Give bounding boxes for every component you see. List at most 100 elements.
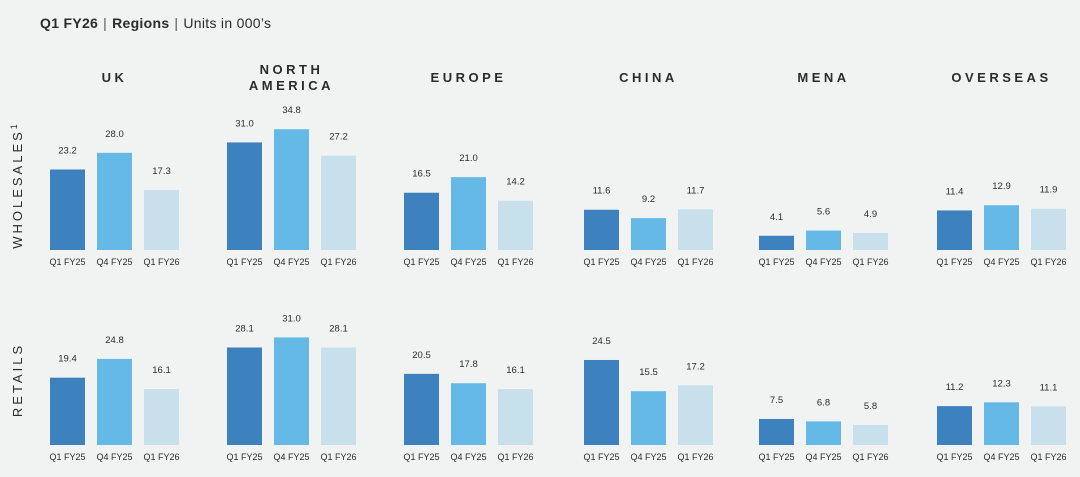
bar-retails-overseas-q4-fy25 (984, 402, 1019, 445)
category-label-retails-north-america-q4-fy25: Q4 FY25 (273, 452, 309, 462)
value-label-retails-china-q1-fy26: 17.2 (686, 361, 705, 372)
category-label-wholesales-north-america-q4-fy25: Q4 FY25 (273, 257, 309, 267)
bar-wholesales-mena-q1-fy26 (853, 232, 888, 250)
category-label-retails-overseas-q4-fy25: Q4 FY25 (983, 452, 1019, 462)
bar-wholesales-north-america-q4-fy25 (274, 129, 309, 250)
bar-wholesales-uk-q1-fy25 (50, 169, 85, 250)
value-label-retails-europe-q1-fy25: 20.5 (412, 350, 431, 361)
bar-wholesales-europe-q1-fy26 (498, 200, 533, 250)
bar-retails-mena-q4-fy25 (806, 421, 841, 445)
bar-retails-mena-q1-fy25 (759, 418, 794, 445)
category-label-wholesales-uk-q1-fy26: Q1 FY26 (143, 257, 179, 267)
category-label-wholesales-mena-q4-fy25: Q4 FY25 (805, 257, 841, 267)
value-label-wholesales-mena-q1-fy26: 4.9 (864, 209, 877, 220)
value-label-wholesales-china-q1-fy25: 11.6 (593, 186, 611, 197)
category-label-retails-europe-q1-fy26: Q1 FY26 (497, 452, 533, 462)
bar-retails-north-america-q1-fy25 (227, 347, 262, 445)
category-label-wholesales-overseas-q1-fy25: Q1 FY25 (936, 257, 972, 267)
value-label-retails-china-q1-fy25: 24.5 (592, 336, 611, 347)
category-label-wholesales-north-america-q1-fy25: Q1 FY25 (226, 257, 262, 267)
bar-wholesales-china-q4-fy25 (631, 218, 666, 250)
value-label-wholesales-mena-q1-fy25: 4.1 (770, 212, 783, 223)
category-label-wholesales-north-america-q1-fy26: Q1 FY26 (320, 257, 356, 267)
value-label-wholesales-north-america-q1-fy25: 31.0 (235, 118, 254, 129)
value-label-wholesales-overseas-q1-fy25: 11.4 (946, 186, 964, 197)
region-header-china: CHINA (619, 70, 678, 85)
bar-retails-china-q1-fy26 (678, 385, 713, 445)
value-label-retails-mena-q4-fy25: 6.8 (817, 397, 830, 408)
bar-retails-mena-q1-fy26 (853, 424, 888, 445)
region-header-overseas: OVERSEAS (951, 70, 1051, 85)
category-label-retails-china-q1-fy26: Q1 FY26 (677, 452, 713, 462)
value-label-wholesales-overseas-q1-fy26: 11.9 (1040, 185, 1058, 196)
row-label-retails: RETAILS (10, 343, 25, 417)
category-label-wholesales-overseas-q4-fy25: Q4 FY25 (983, 257, 1019, 267)
header-separator-2: | (174, 15, 179, 31)
value-label-wholesales-north-america-q1-fy26: 27.2 (329, 132, 348, 143)
value-label-wholesales-europe-q1-fy25: 16.5 (412, 169, 431, 180)
value-label-retails-europe-q1-fy26: 16.1 (506, 365, 525, 376)
category-label-retails-mena-q1-fy25: Q1 FY25 (758, 452, 794, 462)
value-label-wholesales-europe-q4-fy25: 21.0 (459, 153, 478, 164)
bar-retails-north-america-q4-fy25 (274, 337, 309, 445)
category-label-retails-china-q1-fy25: Q1 FY25 (583, 452, 619, 462)
value-label-wholesales-china-q4-fy25: 9.2 (642, 194, 655, 205)
bar-retails-europe-q1-fy26 (498, 389, 533, 445)
category-label-retails-north-america-q1-fy26: Q1 FY26 (320, 452, 356, 462)
value-label-wholesales-mena-q4-fy25: 5.6 (817, 207, 830, 218)
category-label-wholesales-mena-q1-fy25: Q1 FY25 (758, 257, 794, 267)
category-label-retails-uk-q1-fy26: Q1 FY26 (143, 452, 179, 462)
category-label-wholesales-uk-q1-fy25: Q1 FY25 (49, 257, 85, 267)
category-label-retails-uk-q4-fy25: Q4 FY25 (96, 452, 132, 462)
category-label-wholesales-china-q1-fy26: Q1 FY26 (677, 257, 713, 267)
value-label-retails-north-america-q1-fy25: 28.1 (235, 323, 254, 334)
bar-retails-uk-q4-fy25 (97, 358, 132, 445)
value-label-retails-north-america-q1-fy26: 28.1 (329, 323, 348, 334)
region-header-europe: EUROPE (431, 70, 507, 85)
header-units: Units in 000’s (183, 15, 272, 31)
bar-wholesales-north-america-q1-fy25 (227, 142, 262, 250)
category-label-retails-mena-q1-fy26: Q1 FY26 (852, 452, 888, 462)
bar-wholesales-europe-q1-fy25 (404, 192, 439, 250)
bar-wholesales-china-q1-fy26 (678, 209, 713, 250)
category-label-wholesales-china-q4-fy25: Q4 FY25 (630, 257, 666, 267)
bar-retails-overseas-q1-fy26 (1031, 406, 1066, 445)
category-label-wholesales-china-q1-fy25: Q1 FY25 (583, 257, 619, 267)
category-label-retails-north-america-q1-fy25: Q1 FY25 (226, 452, 262, 462)
value-label-retails-mena-q1-fy25: 7.5 (770, 395, 783, 406)
header-period: Q1 FY26 (40, 15, 99, 31)
bar-retails-china-q4-fy25 (631, 391, 666, 445)
category-label-retails-overseas-q1-fy26: Q1 FY26 (1030, 452, 1066, 462)
category-label-wholesales-europe-q1-fy26: Q1 FY26 (497, 257, 533, 267)
category-label-wholesales-europe-q1-fy25: Q1 FY25 (403, 257, 439, 267)
value-label-retails-overseas-q1-fy26: 11.1 (1040, 382, 1058, 393)
value-label-retails-europe-q4-fy25: 17.8 (459, 359, 478, 370)
value-label-retails-uk-q1-fy26: 16.1 (152, 365, 171, 376)
chart-header: Q1 FY26 | Regions | Units in 000’s (40, 15, 271, 31)
category-label-wholesales-uk-q4-fy25: Q4 FY25 (96, 257, 132, 267)
value-label-wholesales-china-q1-fy26: 11.7 (687, 185, 705, 196)
row-label-wholesales: WHOLESALES1 (9, 121, 25, 249)
value-label-retails-uk-q1-fy25: 19.4 (58, 354, 77, 365)
bar-wholesales-europe-q4-fy25 (451, 177, 486, 250)
bar-wholesales-uk-q1-fy26 (144, 189, 179, 250)
value-label-wholesales-uk-q4-fy25: 28.0 (105, 129, 124, 140)
category-label-retails-uk-q1-fy25: Q1 FY25 (49, 452, 85, 462)
value-label-wholesales-overseas-q4-fy25: 12.9 (992, 181, 1011, 192)
row-label-footnote-marker: 1 (9, 121, 19, 129)
bar-wholesales-mena-q1-fy25 (759, 235, 794, 250)
value-label-retails-north-america-q4-fy25: 31.0 (282, 313, 301, 324)
bar-wholesales-overseas-q4-fy25 (984, 205, 1019, 250)
bar-wholesales-mena-q4-fy25 (806, 230, 841, 250)
category-label-wholesales-mena-q1-fy26: Q1 FY26 (852, 257, 888, 267)
header-separator: | (103, 15, 108, 31)
value-label-wholesales-uk-q1-fy25: 23.2 (58, 145, 77, 156)
region-header-mena: MENA (797, 70, 849, 85)
value-label-retails-overseas-q4-fy25: 12.3 (992, 378, 1011, 389)
bar-wholesales-north-america-q1-fy26 (321, 155, 356, 250)
region-header-uk: UK (102, 70, 128, 85)
category-label-wholesales-overseas-q1-fy26: Q1 FY26 (1030, 257, 1066, 267)
bar-wholesales-overseas-q1-fy25 (937, 210, 972, 250)
bar-retails-uk-q1-fy25 (50, 377, 85, 445)
